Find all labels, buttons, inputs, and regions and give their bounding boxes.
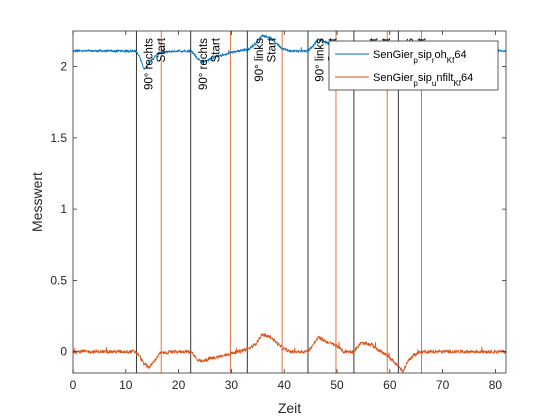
x-tick-label-7: 60 xyxy=(383,378,397,392)
annotation-5: 90° links xyxy=(254,38,266,82)
y-axis-label: Messwert xyxy=(29,172,45,232)
x-tick-label-2: 10 xyxy=(119,378,133,392)
x-tick-label-3: 20 xyxy=(172,378,186,392)
legend-box xyxy=(328,40,499,91)
legend: SenGierpsiprohKf64 SenGierpsipunfiltKf64 xyxy=(328,40,499,91)
annotation-7: 90° links xyxy=(315,38,327,82)
series-line-2 xyxy=(73,332,506,373)
y-tick-label-4: 1.5 xyxy=(50,131,67,145)
axes: 0 10 20 30 40 50 60 70 80 0 0.5 1 1.5 2 Zeit Messwert xyxy=(29,30,507,416)
y-tick-label-2: 0.5 xyxy=(50,273,67,287)
x-tick-label-6: 50 xyxy=(330,378,344,392)
y-tick-label-5: 2 xyxy=(60,60,67,74)
legend-entry-2: SenGierpsipunfiltKf64 xyxy=(373,72,473,88)
x-tick-label-9: 80 xyxy=(489,378,503,392)
x-tick-label-4: 30 xyxy=(225,378,239,392)
annotation-2: Start xyxy=(156,37,168,62)
annotation-6: Start xyxy=(267,37,279,62)
x-axis-label: Zeit xyxy=(278,400,301,416)
annotation-4: Start xyxy=(211,37,223,62)
x-tick-label-5: 40 xyxy=(278,378,292,392)
annotation-3: 90° rechts xyxy=(198,38,210,90)
x-tick-label-1: 0 xyxy=(70,378,77,392)
legend-entry-1: SenGierpsiprohKf64 xyxy=(373,49,467,65)
x-tick-label-8: 70 xyxy=(436,378,450,392)
y-tick-label-1: 0 xyxy=(60,345,67,359)
annotation-1: 90° rechts xyxy=(144,38,156,90)
y-tick-label-3: 1 xyxy=(60,202,67,216)
axes-box xyxy=(72,30,507,374)
